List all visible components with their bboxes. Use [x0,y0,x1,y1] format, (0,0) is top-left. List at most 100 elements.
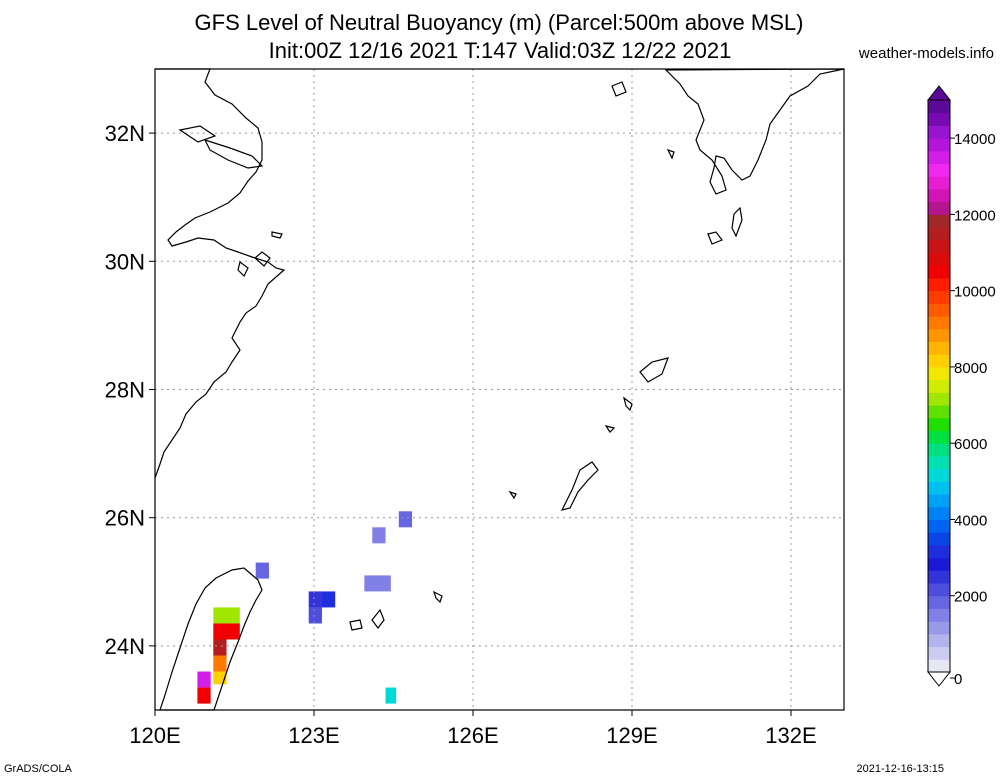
colorbar-segment [928,366,950,381]
coastline [271,231,283,239]
colorbar-label: 0 [954,671,962,688]
lnb-cell [213,655,227,672]
lnb-cell [255,562,269,579]
colorbar-segment [928,659,950,673]
lnb-cell [213,623,240,640]
colorbar-label: 14000 [954,131,996,148]
colorbar-segment [928,354,950,368]
colorbar-segment [928,265,950,279]
site-credit: weather-models.info [858,45,994,62]
coastline [611,81,627,97]
colorbar-segment [928,570,950,584]
colorbar-segment [928,430,950,444]
colorbar-segment [928,557,950,571]
footer-software: GrADS/COLA [4,763,72,775]
lon-tick-label: 120E [129,723,180,748]
colorbar-segment [928,468,950,482]
coastline [154,68,286,479]
footer-timestamp: 2021-12-16-13:15 [856,763,944,775]
colorbar-segment [928,125,950,139]
lon-tick-label: 123E [288,723,339,748]
colorbar-max-arrow [926,85,952,101]
colorbar-segment [928,405,950,419]
colorbar-segment [928,392,950,406]
lnb-cell [308,591,322,608]
colorbar-segment [928,239,950,254]
coastline [371,608,385,629]
lnb-cell [372,527,386,544]
colorbar-segment [928,252,950,266]
colorbar-label: 2000 [954,589,987,606]
graticule [154,69,844,710]
colorbar-segment [928,214,950,228]
coastline [237,260,249,278]
colorbar-segment [928,150,950,165]
colorbar-segment [928,112,950,126]
colorbar-min-arrow [926,671,952,687]
colorbar-segment [928,201,950,215]
lon-tick-label: 126E [447,723,498,748]
coastline [623,396,633,412]
coastline [731,206,743,238]
coastline [432,590,443,604]
colorbar-segment [928,290,950,304]
lon-tick-label: 129E [606,723,657,748]
lat-tick-label: 26N [105,506,145,531]
coastline [666,148,675,160]
colorbar-label: 8000 [954,360,987,377]
lnb-cell [213,639,227,656]
colorbar-segment [928,532,950,546]
colorbar-segment [928,227,950,241]
coastline [707,231,723,245]
lnb-cell [197,687,211,704]
chart-subtitle: Init:00Z 12/16 2021 T:147 Valid:03Z 12/2… [268,38,732,63]
colorbar-segment [928,646,950,660]
lnb-cell [364,575,391,592]
colorbar-segment [928,633,950,648]
coastline [664,68,845,195]
colorbar-segment [928,583,950,597]
colorbar-label: 10000 [954,284,996,301]
colorbar-segment [928,621,950,635]
colorbar-segment [928,608,950,622]
lnb-cell [197,671,211,688]
lnb-cell [308,607,322,624]
colorbar-segment [928,100,950,114]
lnb-field [197,511,413,704]
coastline [508,490,517,500]
colorbar-segment [928,328,950,343]
coastlines [154,68,845,711]
lnb-cell [385,687,397,704]
colorbar-label: 12000 [954,207,996,224]
lat-tick-label: 28N [105,378,145,403]
colorbar-segment [928,481,950,495]
coastline [203,138,264,169]
colorbar-label: 4000 [954,512,987,529]
coastline [178,125,217,143]
colorbar-segment [928,506,950,520]
lon-tick-label: 132E [765,723,816,748]
coastline [560,461,599,511]
colorbar-segment [928,544,950,559]
colorbar: 0 2000 4000 6000 8000 10000 12000 14000 [926,85,996,688]
colorbar-segment [928,595,950,609]
colorbar-segment [928,341,950,355]
lnb-cell [398,511,413,528]
colorbar-segment [928,188,950,203]
lnb-cell [213,607,240,624]
colorbar-segment [928,443,950,457]
colorbar-segment [928,163,950,177]
colorbar-segment [928,519,950,533]
coastline [159,567,263,711]
colorbar-segment [928,277,950,292]
colorbar-label: 6000 [954,436,987,453]
colorbar-segment [928,138,950,152]
colorbar-frame [927,99,951,673]
colorbar-segment [928,455,950,470]
coastline [349,619,363,631]
axis-ticks: 120E 123E 126E 129E 132E 24N 26N 28N 30N 32N [105,121,817,748]
chart-title: GFS Level of Neutral Buoyancy (m) (Parce… [194,10,804,35]
lat-tick-label: 24N [105,634,145,659]
coastline [639,357,669,383]
